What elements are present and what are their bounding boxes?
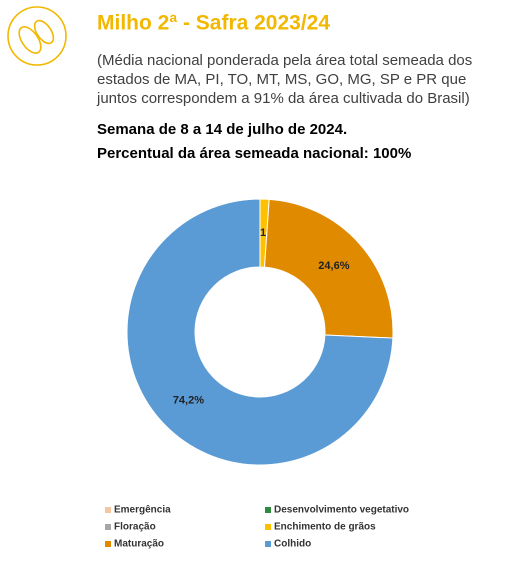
donut-segment [263,198,394,339]
legend-label: Emergência [114,505,171,516]
legend-swatch [105,524,111,530]
legend-label: Floração [114,522,156,533]
subtitle: (Média nacional ponderada pela área tota… [97,52,472,69]
legend-swatch [105,507,111,513]
heading: Percentual da área semeada nacional: 100… [97,145,411,162]
heading: Semana de 8 a 14 de julho de 2024. [97,121,347,138]
chart-title: Milho 2ª - Safra 2023/24 [97,12,330,35]
icon [7,6,67,66]
data-label: 74,2% [173,394,204,406]
donut-segment [126,198,394,466]
legend-swatch [265,524,271,530]
subtitle: estados de MA, PI, TO, MT, MS, GO, MG, S… [97,71,466,88]
legend-label: Enchimento de grãos [274,522,376,533]
legend-label: Colhido [274,539,311,550]
legend-label: Maturação [114,539,164,550]
legend-swatch [105,541,111,547]
legend-swatch [265,507,271,513]
data-label: 24,6% [318,260,349,272]
subtitle: juntos correspondem a 91% da área cultiv… [96,90,470,107]
legend-swatch [265,541,271,547]
legend-label: Desenvolvimento vegetativo [274,505,409,516]
